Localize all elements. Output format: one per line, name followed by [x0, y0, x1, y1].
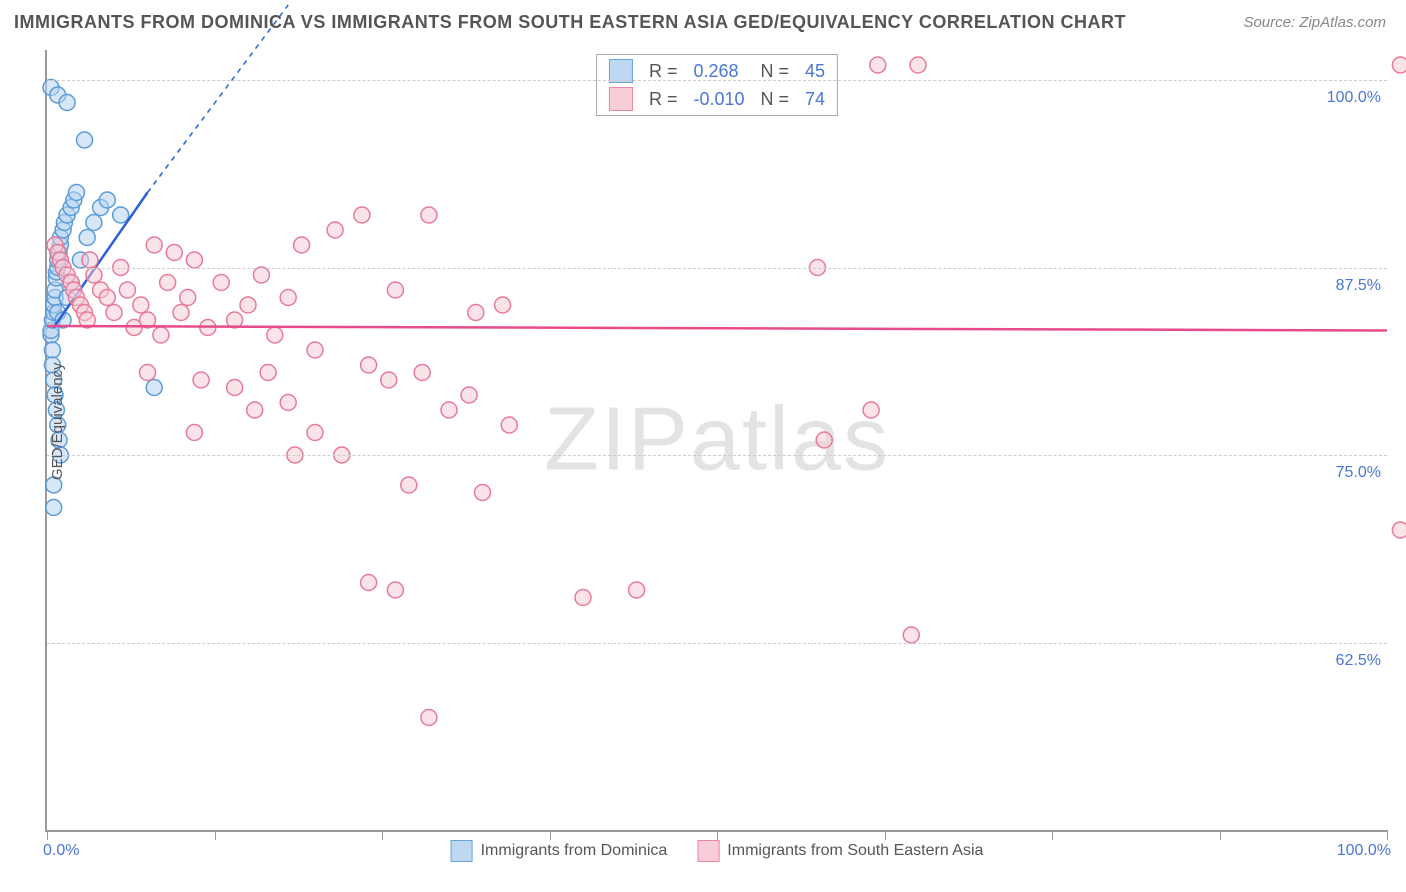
bottom-legend: Immigrants from Dominica Immigrants from…	[451, 840, 984, 862]
x-tick	[1052, 830, 1053, 840]
gridline-h	[47, 643, 1387, 644]
x-tick	[47, 830, 48, 840]
x-tick	[885, 830, 886, 840]
plot-area: ZIPatlas R = 0.268 N = 45 R = -0.010 N =…	[45, 50, 1387, 832]
x-tick	[382, 830, 383, 840]
legend-label-1: Immigrants from South Eastern Asia	[727, 842, 983, 860]
source-attribution: Source: ZipAtlas.com	[1243, 14, 1386, 31]
y-tick-label: 75.0%	[1336, 464, 1381, 482]
stats-n-value-0: 45	[805, 61, 825, 82]
y-tick-label: 100.0%	[1327, 89, 1381, 107]
y-tick-label: 87.5%	[1336, 277, 1381, 295]
legend-swatch-0	[451, 840, 473, 862]
stats-legend-box: R = 0.268 N = 45 R = -0.010 N = 74	[596, 54, 838, 116]
x-axis-max-label: 100.0%	[1337, 842, 1391, 860]
y-axis-label: GED/Equivalency	[49, 362, 66, 480]
y-tick-label: 62.5%	[1336, 652, 1381, 670]
x-tick	[550, 830, 551, 840]
stats-r-value-1: -0.010	[693, 89, 744, 110]
x-axis-min-label: 0.0%	[43, 842, 79, 860]
x-tick	[1387, 830, 1388, 840]
legend-item-1: Immigrants from South Eastern Asia	[697, 840, 983, 862]
chart-title: IMMIGRANTS FROM DOMINICA VS IMMIGRANTS F…	[14, 12, 1126, 33]
gridline-h	[47, 268, 1387, 269]
stats-swatch-1	[609, 87, 633, 111]
x-tick	[215, 830, 216, 840]
legend-item-0: Immigrants from Dominica	[451, 840, 668, 862]
stats-r-label-1: R =	[649, 89, 678, 110]
stats-n-label-1: N =	[761, 89, 790, 110]
legend-label-0: Immigrants from Dominica	[481, 842, 668, 860]
stats-r-value-0: 0.268	[693, 61, 744, 82]
x-tick	[1220, 830, 1221, 840]
gridline-h	[47, 80, 1387, 81]
stats-n-label-0: N =	[761, 61, 790, 82]
stats-r-label-0: R =	[649, 61, 678, 82]
stats-n-value-1: 74	[805, 89, 825, 110]
scatter-svg	[47, 50, 1387, 830]
gridline-h	[47, 455, 1387, 456]
legend-swatch-1	[697, 840, 719, 862]
x-tick	[717, 830, 718, 840]
